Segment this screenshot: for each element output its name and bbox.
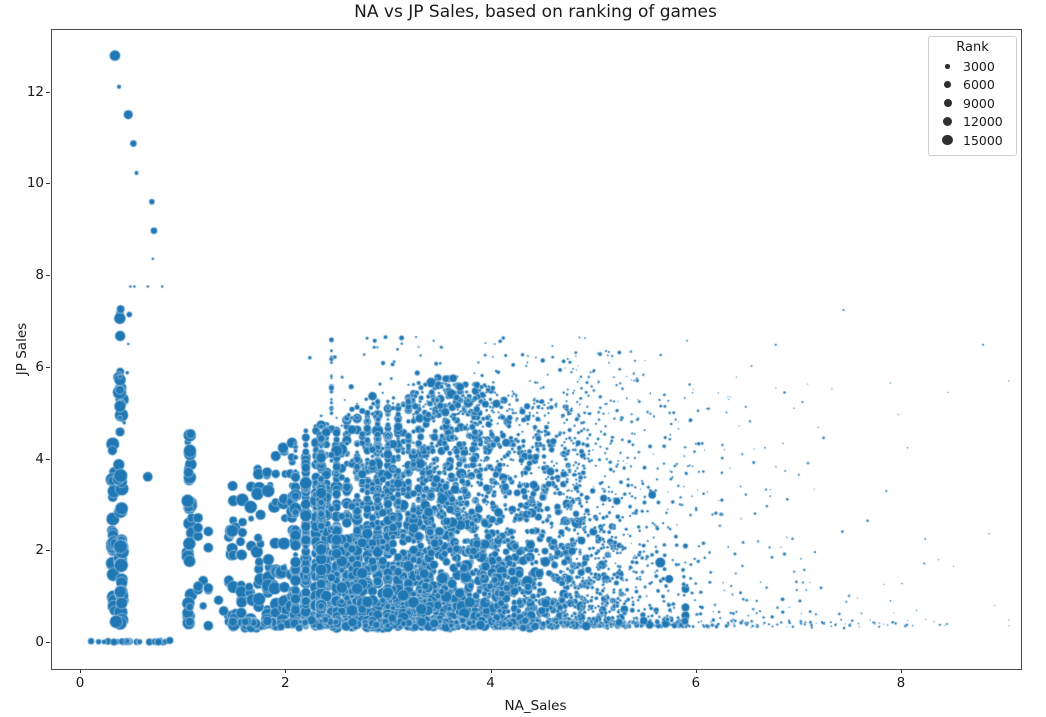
y-tick-mark [46,641,50,643]
legend-entry: 15000 [929,131,1016,150]
legend-marker-dot [945,63,950,69]
chart-title: NA vs JP Sales, based on ranking of game… [354,2,717,22]
legend-entry: 6000 [929,76,1016,95]
x-tick-label: 6 [691,675,701,691]
plot-area [51,29,1022,670]
legend-entry-label: 9000 [963,95,995,111]
y-tick-mark [46,91,50,93]
y-tick-mark [46,458,50,460]
x-axis-label: NA_Sales [504,698,567,714]
y-tick-label: 2 [35,542,44,559]
legend-marker-dot [943,99,952,108]
legend-entries: 3000 6000 9000 12000 15000 [929,57,1016,150]
x-tick-mark [490,669,492,673]
y-tick-mark [46,550,50,552]
x-tick-label: 2 [280,675,290,691]
legend-title: Rank [956,40,989,55]
x-tick-mark [900,669,902,673]
y-tick-label: 8 [35,267,44,284]
legend-entry-label: 15000 [963,132,1003,148]
y-tick-mark [46,366,50,368]
legend-entry-label: 6000 [963,77,995,93]
x-tick-mark [285,669,287,673]
legend-entry-label: 3000 [963,58,995,74]
legend-marker-dot [944,81,951,89]
legend-marker-dot [942,135,953,146]
y-tick-label: 10 [26,175,44,192]
y-tick-mark [46,183,50,185]
legend: Rank 3000 6000 9000 12000 15000 [928,36,1017,156]
legend-entry-label: 12000 [963,114,1003,130]
x-tick-label: 8 [896,675,906,691]
y-tick-label: 0 [35,633,44,650]
x-tick-label: 0 [75,675,85,691]
y-tick-label: 6 [35,358,44,375]
legend-entry: 9000 [929,94,1016,113]
y-tick-label: 4 [35,450,44,467]
y-tick-label: 12 [26,83,44,100]
x-tick-label: 4 [486,675,495,691]
legend-entry: 12000 [929,113,1016,132]
legend-entry: 3000 [929,57,1016,76]
y-tick-mark [46,275,50,277]
legend-marker-dot [942,117,953,127]
x-tick-mark [695,669,697,673]
scatter-canvas [52,30,1019,667]
y-axis-label: JP Sales [14,322,30,376]
x-tick-mark [80,669,82,673]
